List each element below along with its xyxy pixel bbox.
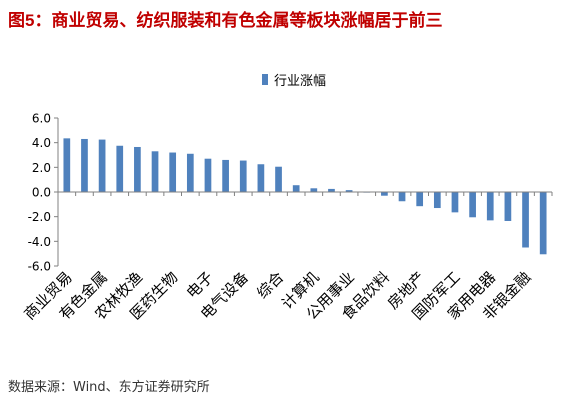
bar bbox=[451, 192, 459, 213]
legend-swatch bbox=[262, 74, 268, 85]
y-tick-label: -4.0 bbox=[28, 235, 51, 249]
data-source-note: 数据来源：Wind、东方证券研究所 bbox=[8, 380, 210, 395]
legend-label: 行业涨幅 bbox=[274, 74, 326, 89]
bar bbox=[116, 145, 124, 192]
bar bbox=[345, 190, 353, 192]
y-tick-label: 2.0 bbox=[32, 161, 51, 175]
bar bbox=[151, 151, 159, 192]
bar bbox=[504, 192, 512, 221]
bar bbox=[310, 188, 318, 192]
bar bbox=[204, 158, 212, 192]
bar bbox=[98, 139, 106, 192]
bar bbox=[257, 164, 265, 192]
bar bbox=[381, 192, 388, 196]
bar bbox=[486, 192, 494, 221]
bar bbox=[186, 153, 194, 192]
bar bbox=[522, 192, 529, 248]
figure-number: 图5 bbox=[8, 11, 35, 30]
bar bbox=[239, 160, 247, 192]
figure-title: 图5：商业贸易、纺织服装和有色金属等板块涨幅居于前三 bbox=[8, 6, 442, 31]
bar bbox=[292, 185, 300, 192]
bar bbox=[63, 138, 71, 192]
bar bbox=[275, 166, 282, 192]
y-tick-label: -2.0 bbox=[28, 210, 51, 224]
y-tick-label: 6.0 bbox=[32, 112, 51, 126]
bar bbox=[398, 192, 406, 202]
y-tick-label: 0.0 bbox=[32, 186, 51, 200]
bar bbox=[539, 192, 547, 255]
bar bbox=[328, 188, 335, 192]
y-tick-label: 4.0 bbox=[32, 136, 51, 150]
bar bbox=[81, 138, 88, 192]
bar bbox=[169, 152, 177, 192]
bar bbox=[222, 159, 229, 192]
bar bbox=[416, 192, 424, 207]
y-tick-label: -6.0 bbox=[28, 260, 51, 274]
figure-title-text: ：商业贸易、纺织服装和有色金属等板块涨幅居于前三 bbox=[34, 11, 443, 31]
bar bbox=[433, 192, 441, 209]
bar bbox=[134, 146, 141, 192]
bar bbox=[469, 192, 476, 218]
